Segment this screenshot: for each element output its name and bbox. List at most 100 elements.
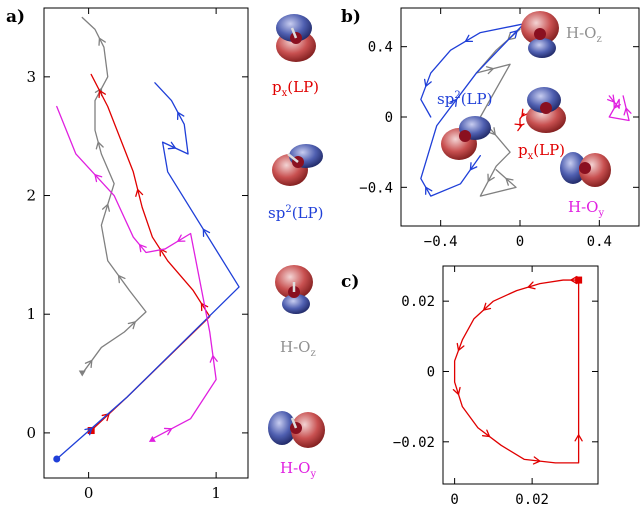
panel-a-arrow-red xyxy=(101,413,110,422)
panel-a-start-marker-gray xyxy=(78,370,86,377)
label-sp2-lp-rest: (LP) xyxy=(292,204,324,222)
panel-a-arrow-blue xyxy=(84,427,93,436)
panel-c-xtick-label: 0.02 xyxy=(515,492,549,508)
panel-a-ytick-label: 0 xyxy=(26,424,36,442)
panel-a-label: a) xyxy=(6,7,25,27)
panel-b-orbital-px-lp-picture xyxy=(526,87,566,133)
panel-a-arrow-gray xyxy=(84,359,93,369)
panel-c-arrow-red xyxy=(452,386,461,395)
panel-a-start-marker-blue xyxy=(53,455,61,463)
panel-b-ticks: −0.4 0 0.4 −0.4 0 0.4 xyxy=(359,8,639,250)
panel-a-arrow-red xyxy=(159,248,167,257)
panel-b-arrow-gray xyxy=(488,127,496,136)
orbital-h-oz-picture xyxy=(275,265,313,314)
panel-a-arrow-gray xyxy=(117,274,126,284)
panel-b-label-h-oy-base: H-O xyxy=(568,198,598,216)
panel-b-arrow-blue xyxy=(449,98,458,107)
label-px-lp-base: p xyxy=(272,78,282,96)
panel-b-orbital-h-oy-picture xyxy=(560,152,611,187)
panel-b-arrow-blue xyxy=(423,78,432,87)
orbital-sp2-lp-picture xyxy=(272,144,323,186)
label-h-oy-base: H-O xyxy=(280,459,310,477)
panel-c-start-marker-red xyxy=(575,276,583,284)
panel-c-series-red xyxy=(453,279,580,464)
panel-b-arrow-magenta xyxy=(613,100,621,109)
panel-a-xtick-label: 1 xyxy=(211,484,221,502)
panel-b-arrow-magenta xyxy=(623,107,632,116)
panel-c-arrow-red xyxy=(483,302,492,311)
panel-b-label-px-lp-sub: x xyxy=(528,151,534,162)
panel-b-label: b) xyxy=(341,7,361,27)
panel-a-arrow-gray xyxy=(95,141,104,150)
panel-b-label-sp2-lp: sp2(LP) xyxy=(437,90,492,108)
label-px-lp-sub: x xyxy=(282,88,288,99)
label-sp2-lp-base: sp xyxy=(268,204,285,222)
panel-b-xtick-label: 0 xyxy=(516,234,524,250)
panel-c-series xyxy=(452,275,583,465)
panel-a-arrow-gray xyxy=(98,37,106,46)
panel-b-label-h-oz-base: H-O xyxy=(566,24,596,42)
panel-b-arrow-red xyxy=(514,123,523,132)
panel-b-orbital-sp2-lp-picture xyxy=(441,116,491,160)
panel-b-label-sp2-lp-sup: 2 xyxy=(454,90,460,101)
panel-c-arrow-red xyxy=(532,456,541,465)
label-px-lp-rest: (LP) xyxy=(287,78,319,96)
label-h-oy: H-Oy xyxy=(280,459,316,480)
panel-a-series-red xyxy=(90,73,211,432)
panel-c-arrow-red xyxy=(570,275,578,285)
panel-a-arrow-gray xyxy=(127,321,136,330)
panel-a-arrow-red xyxy=(135,188,144,197)
panel-b-xtick-label: 0.4 xyxy=(587,234,612,250)
label-h-oz-sub: z xyxy=(310,348,315,359)
panel-b-xtick-label: −0.4 xyxy=(424,234,458,250)
panel-c-arrow-red xyxy=(481,429,491,438)
orbital-px-lp-picture xyxy=(276,14,316,62)
panel-b-arrow-gray xyxy=(487,173,495,182)
panel-a-arrow-magenta xyxy=(163,427,173,436)
panel-a-arrow-blue xyxy=(167,141,176,150)
panel-a-ytick-label: 3 xyxy=(26,68,36,86)
label-px-lp: px(LP) xyxy=(272,78,319,99)
panel-b-arrow-blue xyxy=(464,34,474,43)
panel-c-label: c) xyxy=(341,272,359,292)
panel-b-label-h-oz-sub: z xyxy=(596,34,601,45)
panel-b-ytick-label: 0.4 xyxy=(368,40,393,56)
label-sp2-lp-sup: 2 xyxy=(285,204,291,215)
panel-c-xtick-label: 0 xyxy=(450,492,458,508)
panel-b-label-h-oy-sub: y xyxy=(597,208,604,219)
panel-b-arrow-gray xyxy=(485,66,494,75)
panel-c-plot: 0 0.02 −0.02 0 0.02 xyxy=(393,265,599,508)
panel-b-plot: −0.4 0 0.4 −0.4 0 0.4 xyxy=(359,7,640,250)
panel-c-arrow-red xyxy=(527,281,536,290)
label-sp2-lp: sp2(LP) xyxy=(268,204,323,222)
panel-c-ytick-label: 0.02 xyxy=(401,294,435,310)
panel-b-ytick-label: 0 xyxy=(385,110,393,126)
panel-b-label-px-lp: px(LP) xyxy=(518,141,565,162)
panel-b-label-h-oy: H-Oy xyxy=(568,198,604,219)
panel-a-arrow-magenta xyxy=(138,244,147,253)
panel-a-arrow-gray xyxy=(101,203,110,212)
panel-b-ytick-label: −0.4 xyxy=(359,180,393,196)
panel-a-series-magenta xyxy=(56,105,217,440)
panel-a-ticks: 0 1 0 1 2 3 xyxy=(26,8,248,502)
panel-b-orbital-h-oz-picture xyxy=(521,11,559,58)
panel-c-ytick-label: −0.02 xyxy=(393,435,435,451)
label-h-oz: H-Oz xyxy=(280,338,316,359)
panel-c-arrow-red xyxy=(574,434,583,442)
panel-b-label-sp2-lp-base: sp xyxy=(437,90,454,108)
panel-c-ticks: 0 0.02 −0.02 0 0.02 xyxy=(393,266,598,508)
panel-a-arrow-magenta xyxy=(94,174,103,183)
panel-a-arrow-red xyxy=(98,89,106,99)
panel-b-arrow-blue xyxy=(469,162,478,171)
panel-c-ytick-label: 0 xyxy=(427,364,435,380)
panel-a-series xyxy=(53,16,240,463)
panel-b-arrow-blue xyxy=(425,186,433,195)
panel-a-start-marker-magenta xyxy=(148,435,156,442)
panel-b-label-px-lp-base: p xyxy=(518,141,528,159)
panel-a-series-gray xyxy=(81,16,147,375)
panel-b-label-h-oz: H-Oz xyxy=(566,24,602,45)
panel-b-series xyxy=(420,23,632,197)
panel-c-arrow-red xyxy=(456,342,465,352)
